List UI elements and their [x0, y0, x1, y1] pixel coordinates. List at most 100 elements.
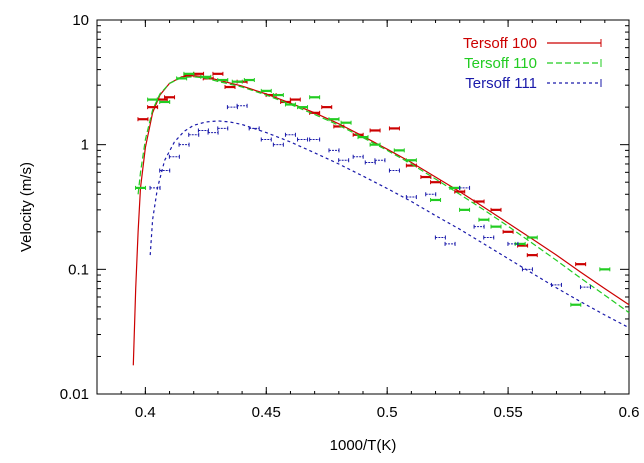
- data-point: [579, 285, 591, 290]
- data-point: [521, 267, 533, 272]
- data-point: [490, 207, 502, 212]
- data-point: [147, 97, 159, 102]
- x-axis: 0.4 0.45 0.5 0.55 0.6: [96, 20, 640, 421]
- data-point: [297, 105, 309, 110]
- data-point: [459, 185, 471, 190]
- data-point: [473, 224, 485, 229]
- series-fit-line: [132, 74, 630, 366]
- x-axis-label: 1000/T(K): [330, 437, 397, 454]
- data-point: [159, 99, 171, 104]
- data-point: [297, 137, 309, 142]
- legend-label: Tersoff 111: [465, 75, 537, 92]
- x-tick-label: 0.55: [493, 404, 522, 421]
- data-point: [599, 267, 611, 272]
- data-point: [388, 126, 400, 131]
- y-axis-label: Velocity (m/s): [18, 162, 35, 252]
- x-tick-label: 0.5: [377, 404, 398, 421]
- data-point: [454, 189, 466, 194]
- series-layer: [132, 71, 630, 366]
- series-2: [135, 71, 630, 314]
- data-point: [226, 105, 238, 110]
- data-point: [369, 142, 381, 147]
- data-point: [526, 253, 538, 258]
- data-point: [188, 132, 200, 137]
- data-point: [388, 168, 400, 173]
- series-fit-line: [149, 120, 630, 329]
- x-tick-label: 0.4: [135, 404, 156, 421]
- data-point: [212, 71, 224, 76]
- data-point: [149, 185, 161, 190]
- y-tick-label: 1: [81, 137, 89, 154]
- data-point: [321, 105, 333, 110]
- data-point: [490, 224, 502, 229]
- data-point: [217, 78, 229, 83]
- data-point: [200, 74, 212, 79]
- data-point: [248, 126, 260, 131]
- data-point: [309, 137, 321, 142]
- data-point: [405, 195, 417, 200]
- data-point: [473, 199, 485, 204]
- legend-item: Tersoff 111: [465, 75, 602, 92]
- data-point: [197, 128, 209, 133]
- data-point: [260, 88, 272, 93]
- data-point: [575, 262, 587, 267]
- data-point: [405, 158, 417, 163]
- data-point: [284, 132, 296, 137]
- data-point: [284, 102, 296, 107]
- y-axis: 0.01 0.1 1 10: [60, 12, 629, 403]
- data-point: [434, 235, 446, 240]
- data-point: [483, 235, 495, 240]
- series-3: [149, 103, 630, 329]
- data-point: [289, 97, 301, 102]
- data-point: [217, 126, 229, 131]
- x-tick-label: 0.6: [619, 404, 640, 421]
- data-point: [137, 117, 149, 122]
- data-point: [374, 158, 386, 163]
- data-point: [272, 93, 284, 98]
- data-point: [430, 197, 442, 202]
- data-point: [357, 135, 369, 140]
- data-point: [135, 185, 147, 190]
- data-point: [176, 76, 188, 81]
- data-point: [369, 128, 381, 133]
- plot-frame: [96, 19, 630, 395]
- data-point: [338, 158, 350, 163]
- legend: Tersoff 100 Tersoff 110 Tersoff 111: [463, 35, 602, 92]
- legend-item: Tersoff 100: [463, 35, 602, 52]
- data-point: [570, 302, 582, 307]
- data-point: [260, 137, 272, 142]
- series-fit-line: [137, 76, 630, 314]
- x-tick-label: 0.45: [252, 404, 281, 421]
- y-tick-label: 0.01: [60, 386, 89, 403]
- data-point: [352, 154, 364, 159]
- data-point: [309, 95, 321, 100]
- data-point: [550, 282, 562, 287]
- data-point: [328, 148, 340, 153]
- data-point: [340, 120, 352, 125]
- data-point: [507, 241, 519, 246]
- data-point: [425, 192, 437, 197]
- data-point: [159, 168, 171, 173]
- data-point: [502, 229, 514, 234]
- data-point: [272, 142, 284, 147]
- legend-item: Tersoff 110: [464, 55, 602, 72]
- data-point: [236, 103, 248, 108]
- y-tick-label: 0.1: [68, 261, 89, 278]
- data-point: [444, 241, 456, 246]
- data-point: [164, 95, 176, 100]
- data-point: [243, 78, 255, 83]
- legend-label: Tersoff 100: [463, 35, 537, 52]
- data-point: [393, 148, 405, 153]
- data-point: [526, 235, 538, 240]
- data-point: [231, 79, 243, 84]
- data-point: [478, 217, 490, 222]
- data-point: [183, 71, 195, 76]
- data-point: [147, 105, 159, 110]
- data-point: [178, 142, 190, 147]
- legend-label: Tersoff 110: [464, 55, 537, 72]
- data-point: [364, 160, 376, 165]
- y-tick-label: 10: [72, 12, 89, 29]
- data-point: [328, 117, 340, 122]
- data-point: [430, 180, 442, 185]
